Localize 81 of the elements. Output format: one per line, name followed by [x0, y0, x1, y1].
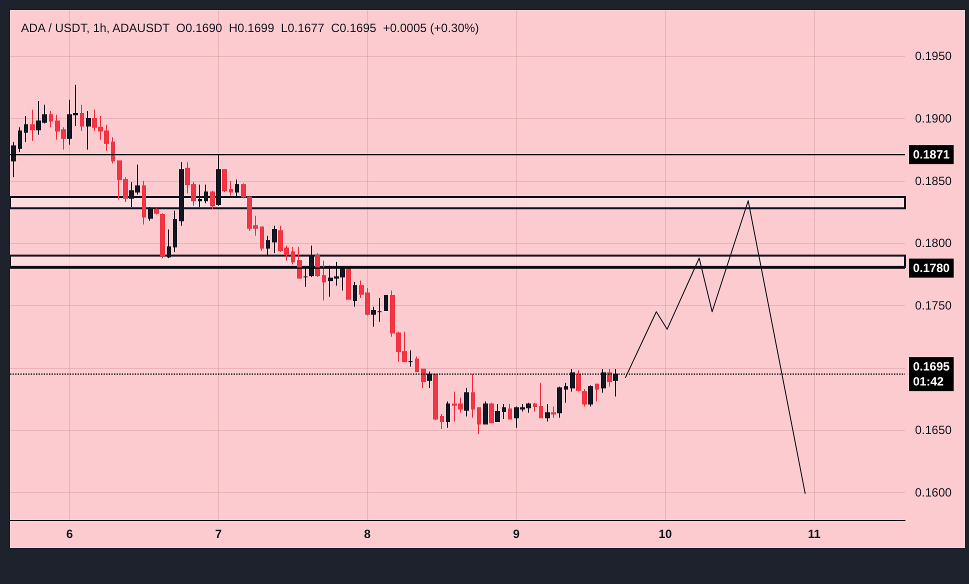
candlestick: [179, 162, 184, 226]
candlestick: [440, 414, 444, 430]
candlestick: [86, 110, 91, 150]
candlestick: [346, 268, 351, 300]
candlestick: [539, 382, 543, 418]
candlestick: [483, 401, 488, 424]
candlestick: [564, 382, 568, 404]
candlestick: [167, 228, 171, 259]
y-tick-label: 0.1950: [915, 49, 952, 64]
candlestick: [309, 245, 314, 278]
candlestick: [229, 180, 233, 196]
candlestick: [111, 136, 115, 164]
candlestick: [495, 404, 500, 422]
candlestick: [216, 154, 221, 206]
candlestick: [272, 225, 277, 254]
candlestick: [613, 368, 618, 398]
candlestick: [198, 184, 202, 208]
y-tick-label: 0.1750: [915, 298, 952, 313]
text: ADA / USDT, 1h, ADAUSDT O0.1690 H0.1699 L0.1677 C0.1695 +0.0005 (+0.30%): [21, 21, 480, 35]
candlestick: [427, 371, 432, 388]
candlestick: [222, 169, 227, 193]
candlestick: [433, 374, 438, 421]
candlestick: [384, 295, 388, 312]
candlestick: [210, 190, 215, 210]
candlestick: [49, 110, 53, 128]
candlestick: [315, 252, 320, 278]
x-tick-label: 10: [658, 527, 672, 541]
y-tick-label: 0.1900: [915, 111, 952, 126]
candlestick: [545, 404, 550, 422]
candlestick: [557, 386, 562, 418]
candlestick: [595, 384, 599, 402]
ref-line-label: 0.1780: [913, 261, 950, 276]
candlestick: [148, 206, 153, 222]
y-tick-label: 0.1650: [915, 423, 952, 438]
candlestick: [533, 402, 537, 412]
candlestick: [551, 406, 556, 418]
candlestick: [266, 235, 270, 256]
candlestick: [30, 109, 35, 142]
x-tick-label: 9: [512, 527, 520, 541]
candlestick: [415, 356, 419, 372]
candlestick: [464, 387, 469, 418]
candlestick: [204, 184, 208, 204]
candlestick: [576, 370, 581, 392]
y-tick-label: 0.1850: [915, 174, 952, 188]
candlestick: [508, 404, 512, 420]
candlestick: [570, 368, 575, 392]
candlestick: [291, 246, 295, 265]
ref-line-label: 0.1871: [913, 148, 950, 162]
candlestick: [471, 374, 475, 418]
x-tick-label: 11: [808, 527, 821, 541]
line-series: [624, 200, 806, 494]
candlestick: [297, 246, 302, 279]
candlestick: [477, 407, 481, 434]
candlestick: [489, 402, 494, 424]
candlestick: [142, 180, 146, 225]
y-tick-label: 0.1600: [915, 486, 952, 500]
candlestick: [588, 384, 593, 408]
candlestick: [303, 268, 308, 288]
candlestick: [421, 368, 426, 388]
candlestick: [353, 281, 357, 308]
candlestick: [601, 368, 606, 394]
x-tick-label: 8: [364, 527, 372, 541]
candlestick: [24, 115, 28, 143]
candlestick: [160, 212, 165, 259]
candlestick: [322, 260, 326, 302]
candlestick: [582, 388, 587, 408]
candlestick: [502, 404, 506, 420]
candlestick: [18, 126, 22, 153]
y-tick-label: 0.1800: [915, 236, 952, 250]
x-tick-label: 7: [215, 527, 222, 541]
candlestick: [446, 401, 450, 428]
x-tick-label: 6: [66, 527, 74, 541]
candlestick: [408, 350, 413, 368]
ref-line-label: 0.1695 01:42: [913, 360, 950, 389]
candlestick: [260, 226, 264, 252]
candlestick: [80, 104, 84, 132]
candlestick: [607, 368, 612, 388]
candlestick: [11, 142, 16, 178]
candlestick: [173, 210, 177, 252]
candlestick: [154, 208, 159, 215]
candlestick: [235, 179, 239, 198]
